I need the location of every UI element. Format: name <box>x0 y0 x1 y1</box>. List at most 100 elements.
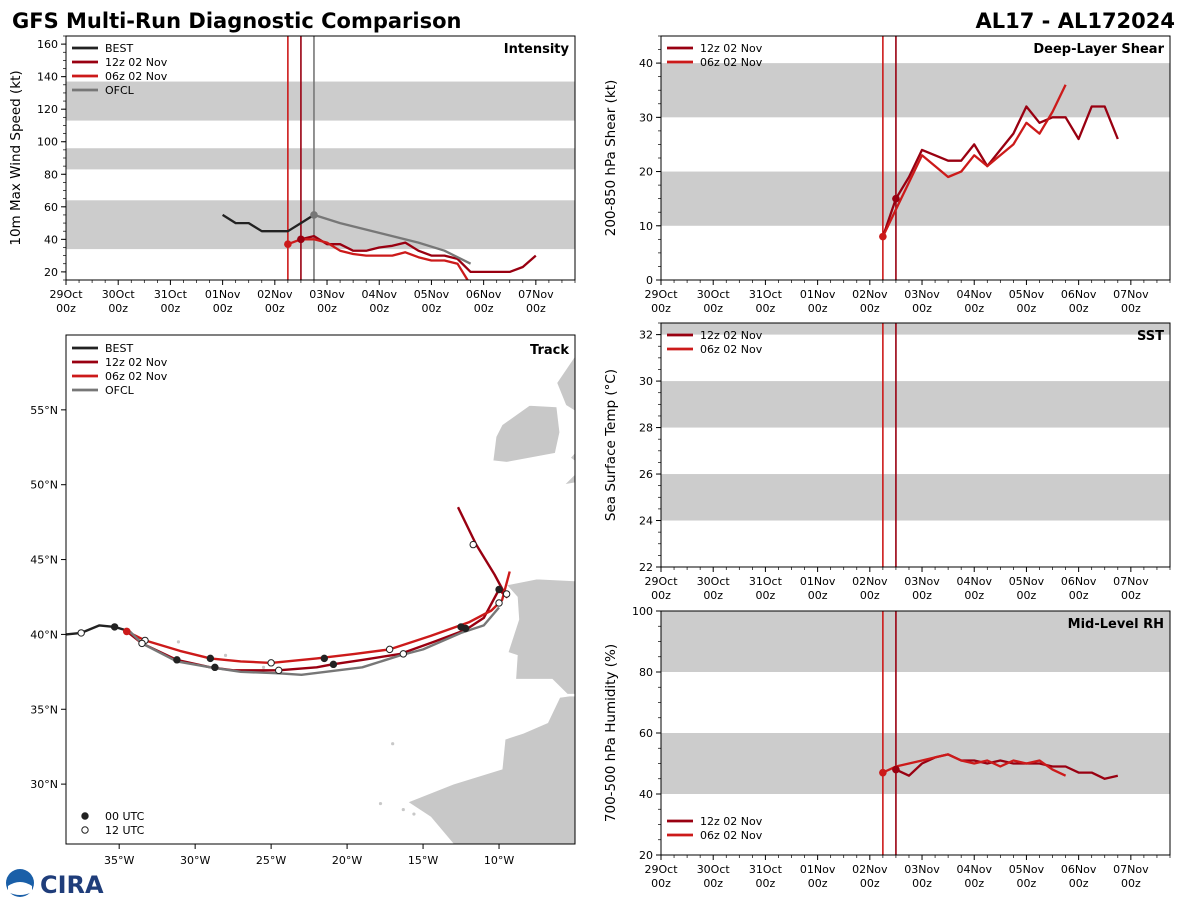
intensity-xtick-label-hour: 00z <box>474 302 494 315</box>
track-fix-point <box>320 654 328 663</box>
sst-ylabel: Sea Surface Temp (°C) <box>603 369 619 521</box>
intensity-xtick-label-hour: 00z <box>317 302 337 315</box>
britain-land <box>556 355 575 486</box>
track-legend-label: 12z 02 Nov <box>105 356 168 369</box>
intensity-xtick-label-day: 06Nov <box>466 288 502 301</box>
track-fix-point <box>495 599 503 607</box>
sst-xtick-label-day: 04Nov <box>956 575 992 588</box>
shear-xtick-label-hour: 00z <box>860 302 880 315</box>
intensity-xtick-label-hour: 00z <box>108 302 128 315</box>
rh-title: Mid-Level RH <box>1068 617 1164 632</box>
intensity-series-ofcl <box>313 213 472 265</box>
intensity-title: Intensity <box>504 42 570 57</box>
track-fix-point <box>385 645 394 654</box>
track-ytick-label: 40°N <box>30 628 58 641</box>
intensity-legend-label: 12z 02 Nov <box>105 56 168 69</box>
rh-panel: 2040608010029Oct00z30Oct00z31Oct00z01Nov… <box>603 605 1171 890</box>
track-ytick-label: 45°N <box>30 554 58 567</box>
rh-start-marker-r06z <box>879 768 887 777</box>
intensity-ytick-label: 40 <box>44 233 58 246</box>
intensity-ytick-label: 20 <box>44 266 58 279</box>
rh-xtick-label-hour: 00z <box>912 877 932 890</box>
intensity-ytick-label: 60 <box>44 201 58 214</box>
track-marker-legend-dot <box>81 826 89 834</box>
iberia-land <box>505 509 575 695</box>
track-panel: 35°W 30°W 25°W 20°W 15°W 10°W 30°N 35°N 40°N 45°N… <box>30 334 576 867</box>
intensity-xtick-label-day: 31Oct <box>154 288 188 301</box>
rh-xtick-label-hour: 00z <box>1121 877 1141 890</box>
track-fix-point <box>138 639 146 648</box>
island-land <box>223 653 228 657</box>
track-legend-label: BEST <box>105 342 133 355</box>
shear-ytick-label: 20 <box>639 166 653 179</box>
sst-panel: 22242628303229Oct00z30Oct00z31Oct00z01No… <box>603 322 1171 602</box>
rh-xtick-label-hour: 00z <box>1069 877 1089 890</box>
intensity-xtick-label-day: 30Oct <box>102 288 136 301</box>
rh-ytick-label: 100 <box>632 605 653 618</box>
rh-xtick-label-day: 01Nov <box>800 863 836 876</box>
sst-ytick-label: 26 <box>639 468 653 481</box>
sst-ytick-label: 22 <box>639 561 653 574</box>
track-xtick-label: 25°W <box>256 854 286 867</box>
intensity-xtick-label-day: 07Nov <box>518 288 554 301</box>
track-xtick-label: 20°W <box>332 854 362 867</box>
track-fix-point <box>495 585 503 594</box>
cira-logo: CIRA <box>6 869 104 899</box>
track-marker-legend-label: 12 UTC <box>105 824 145 837</box>
rh-xtick-label-day: 04Nov <box>956 863 992 876</box>
track-fix-point <box>329 660 338 669</box>
shear-xtick-label-hour: 00z <box>1069 302 1089 315</box>
sst-band <box>661 323 1170 335</box>
track-frame <box>65 334 576 845</box>
track-xtick-label: 35°W <box>104 854 134 867</box>
island-land <box>412 812 416 816</box>
shear-start-marker-r06z <box>879 232 887 241</box>
sst-xtick-label-day: 07Nov <box>1113 575 1149 588</box>
sst-ytick-label: 32 <box>639 329 653 342</box>
intensity-xtick-label-day: 02Nov <box>257 288 293 301</box>
track-series-r06z <box>126 571 511 665</box>
shear-xtick-label-hour: 00z <box>651 302 671 315</box>
sst-xtick-label-day: 30Oct <box>697 575 731 588</box>
shear-ytick-label: 10 <box>639 220 653 233</box>
rh-ytick-label: 60 <box>639 727 653 740</box>
shear-band <box>661 63 1170 118</box>
sst-band <box>661 381 1170 428</box>
track-xtick-label: 10°W <box>484 854 514 867</box>
shear-start-marker-r12z <box>892 194 900 203</box>
sst-ytick-label: 28 <box>639 422 653 435</box>
track-xtick-label: 15°W <box>408 854 438 867</box>
shear-ytick-label: 0 <box>646 274 653 287</box>
africa-land <box>407 695 575 844</box>
intensity-ytick-label: 120 <box>37 103 58 116</box>
shear-xtick-label-day: 31Oct <box>749 288 783 301</box>
rh-ytick-label: 20 <box>639 849 653 862</box>
rh-xtick-label-day: 31Oct <box>749 863 783 876</box>
shear-xtick-label-hour: 00z <box>703 302 723 315</box>
shear-plot-area <box>661 36 1170 280</box>
shear-xtick-label-day: 03Nov <box>904 288 940 301</box>
track-fix-point <box>77 629 85 637</box>
shear-xtick-label-day: 30Oct <box>697 288 731 301</box>
track-fix-point <box>173 656 181 664</box>
rh-xtick-label-hour: 00z <box>860 877 880 890</box>
intensity-start-marker-r12z <box>297 235 305 244</box>
sst-band <box>661 474 1170 521</box>
rh-ylabel: 700-500 hPa Humidity (%) <box>603 644 619 822</box>
shear-xtick-label-hour: 00z <box>912 302 932 315</box>
island-land <box>378 801 383 806</box>
sst-xtick-label-day: 31Oct <box>749 575 783 588</box>
rh-xtick-label-hour: 00z <box>703 877 723 890</box>
storm-id: AL17 - AL172024 <box>976 9 1176 33</box>
cira-logo-text: CIRA <box>40 871 104 899</box>
track-fix-point <box>469 540 477 549</box>
intensity-xtick-label-hour: 00z <box>265 302 285 315</box>
rh-series-r06z <box>882 753 1067 777</box>
rh-xtick-label-day: 05Nov <box>1009 863 1045 876</box>
intensity-ytick-label: 160 <box>37 38 58 51</box>
rh-xtick-label-hour: 00z <box>1017 877 1037 890</box>
shear-title: Deep-Layer Shear <box>1033 42 1164 57</box>
intensity-xtick-label-hour: 00z <box>56 302 76 315</box>
track-title: Track <box>530 343 569 358</box>
